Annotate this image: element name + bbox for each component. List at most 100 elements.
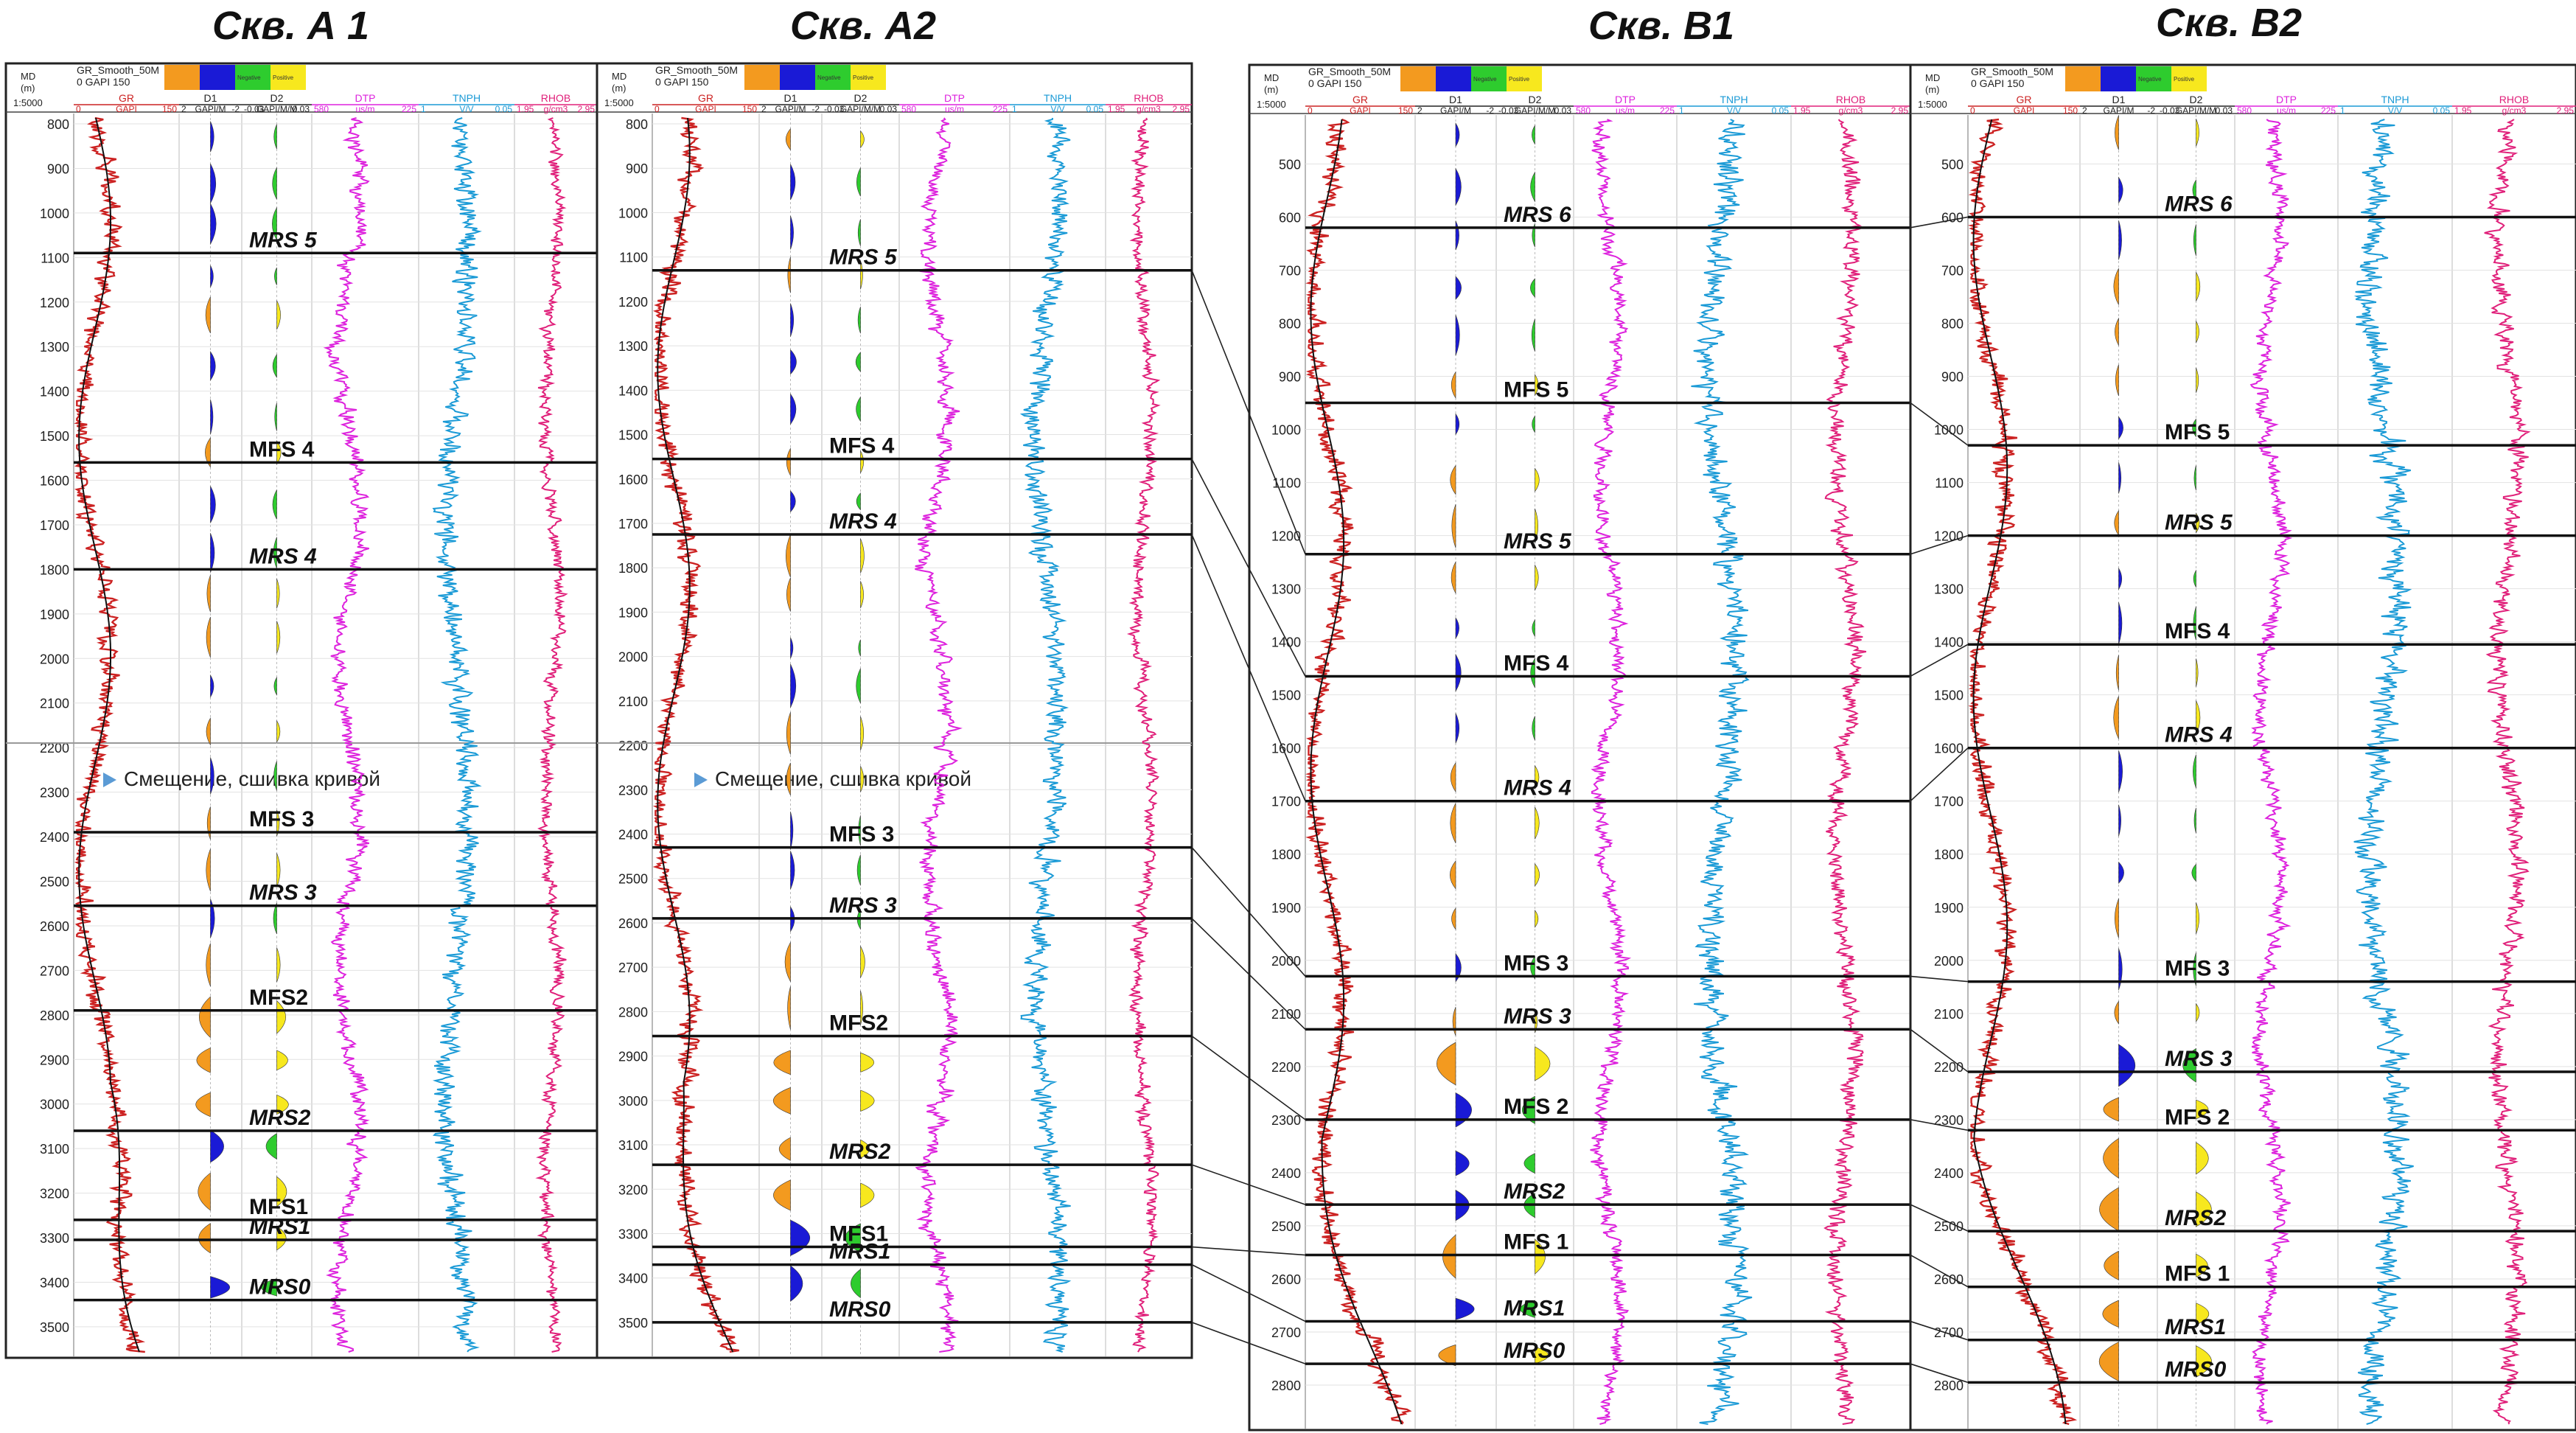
- depth-tick-label: 3000: [618, 1094, 648, 1109]
- track-unit: GAPI: [116, 104, 137, 114]
- md-unit-label: (m): [21, 83, 35, 94]
- d1-lobe: [790, 811, 794, 850]
- surface-label: MRS 4: [2165, 723, 2233, 747]
- depth-tick-label: 2600: [618, 916, 648, 931]
- d2-lobe: [272, 167, 277, 200]
- d1-lobe: [2118, 750, 2123, 792]
- d2-lobe: [1535, 374, 1539, 397]
- dtp-curve: [2249, 119, 2293, 1425]
- d2-lobe: [860, 260, 863, 290]
- d2-lobe: [860, 1052, 874, 1073]
- depth-tick-label: 2000: [40, 652, 69, 666]
- gr-smooth-label: GR_Smooth_50M: [1971, 66, 2053, 77]
- d1-lobe: [2118, 1044, 2136, 1087]
- d2-lobe: [2196, 1253, 2208, 1277]
- depth-tick-label: 2500: [1934, 1219, 1964, 1234]
- track-unit: GAPI/M/M: [256, 104, 297, 114]
- well-title-b2: Скв. В2: [2156, 1, 2303, 45]
- gr-curve: [1305, 118, 1412, 1425]
- splice-note: Смещение, сшивка кривой: [124, 767, 380, 790]
- d1-lobe: [790, 215, 794, 250]
- legend-swatch-text: Negative: [2138, 76, 2162, 83]
- depth-tick-label: 800: [626, 117, 648, 132]
- d1-lobe: [205, 296, 211, 334]
- d1-lobe: [2115, 655, 2119, 691]
- d2-lobe: [1522, 1095, 1535, 1124]
- d1-lobe: [210, 674, 214, 698]
- d1-lobe: [1450, 803, 1456, 843]
- d2-lobe: [860, 766, 865, 792]
- legend-swatch-1: [1436, 66, 1471, 91]
- correlation-line: [1191, 1035, 1306, 1120]
- track-scale-right: 150: [2063, 105, 2078, 116]
- scale-label: 1:5000: [604, 97, 634, 108]
- track-scale-left: 2: [181, 104, 186, 114]
- track-title-d1: D1: [204, 92, 217, 104]
- depth-tick-label: 1800: [1271, 848, 1301, 862]
- d2-lobe: [276, 719, 281, 744]
- surface-label: MFS 4: [829, 434, 895, 459]
- depth-tick-label: 1800: [1934, 848, 1964, 862]
- track-unit: GAPI/M/M: [840, 104, 881, 114]
- legend-swatch-3: [2171, 66, 2207, 91]
- d2-lobe: [860, 581, 864, 609]
- track-scale-right: 2.95: [1173, 104, 1190, 114]
- d1-lobe: [2113, 268, 2119, 305]
- d2-lobe: [1531, 318, 1535, 352]
- depth-tick-label: 1200: [618, 295, 648, 310]
- depth-tick-label: 1700: [1271, 795, 1301, 809]
- legend-swatch-text: Positive: [1509, 76, 1530, 83]
- track-unit: GAPI/M: [195, 104, 226, 114]
- gr-smooth-scale: 0 GAPI 150: [655, 76, 709, 88]
- depth-tick-label: 1400: [1271, 635, 1301, 650]
- track-scale-left: 1.95: [1793, 105, 1811, 116]
- d1-lobe: [2098, 1341, 2119, 1381]
- depth-tick-label: 1700: [40, 518, 69, 533]
- track-scale-left: 580: [1576, 105, 1591, 116]
- track-title-dtp: DTP: [355, 92, 376, 104]
- scale-label: 1:5000: [1918, 99, 1947, 110]
- d1-lobe: [2118, 462, 2122, 494]
- surface-label: MRS2: [249, 1106, 311, 1130]
- track-unit: g/cm3: [544, 104, 568, 114]
- d2-lobe: [1535, 467, 1540, 492]
- d1-lobe: [210, 265, 214, 287]
- d1-lobe: [210, 1129, 224, 1163]
- track-unit: GAPI: [695, 104, 716, 114]
- d2-lobe: [2196, 1142, 2209, 1175]
- d2-lobe: [273, 676, 277, 696]
- legend-swatch-1: [2101, 66, 2136, 91]
- surface-label: MRS 3: [1504, 1004, 1571, 1028]
- d1-lobe: [1455, 617, 1459, 640]
- depth-tick-label: 2200: [40, 741, 69, 756]
- track-scale-right: 0.03: [1554, 105, 1572, 116]
- track-unit: GAPI/M: [1440, 105, 1471, 116]
- depth-tick-label: 2500: [618, 872, 648, 887]
- surface-label: MRS 4: [829, 509, 897, 534]
- d1-lobe: [790, 393, 797, 425]
- md-unit-label: (m): [1264, 84, 1279, 95]
- depth-tick-label: 2700: [618, 960, 648, 975]
- depth-tick-label: 2000: [618, 650, 648, 665]
- depth-tick-label: 2300: [1271, 1113, 1301, 1128]
- depth-tick-label: 700: [1279, 263, 1301, 278]
- surface-label: MFS 4: [249, 437, 315, 461]
- depth-tick-label: 2700: [1271, 1325, 1301, 1340]
- d2-lobe: [1535, 1009, 1537, 1033]
- d2-lobe: [860, 990, 863, 1025]
- surface-label: MRS 3: [829, 893, 897, 918]
- track-scale-right: 0.03: [2216, 105, 2233, 116]
- track-title-tnph: TNPH: [1044, 92, 1072, 104]
- track-unit: g/cm3: [1839, 105, 1863, 116]
- d1-lobe: [790, 490, 796, 513]
- track-unit: GAPI/M: [2103, 105, 2134, 116]
- track-title-rhob: RHOB: [1836, 94, 1865, 105]
- surface-label: MRS1: [249, 1215, 310, 1239]
- d2-lobe: [2196, 367, 2199, 393]
- depth-tick-label: 1000: [1271, 423, 1301, 438]
- d1-lobe: [2114, 1000, 2119, 1025]
- d2-lobe: [272, 353, 277, 378]
